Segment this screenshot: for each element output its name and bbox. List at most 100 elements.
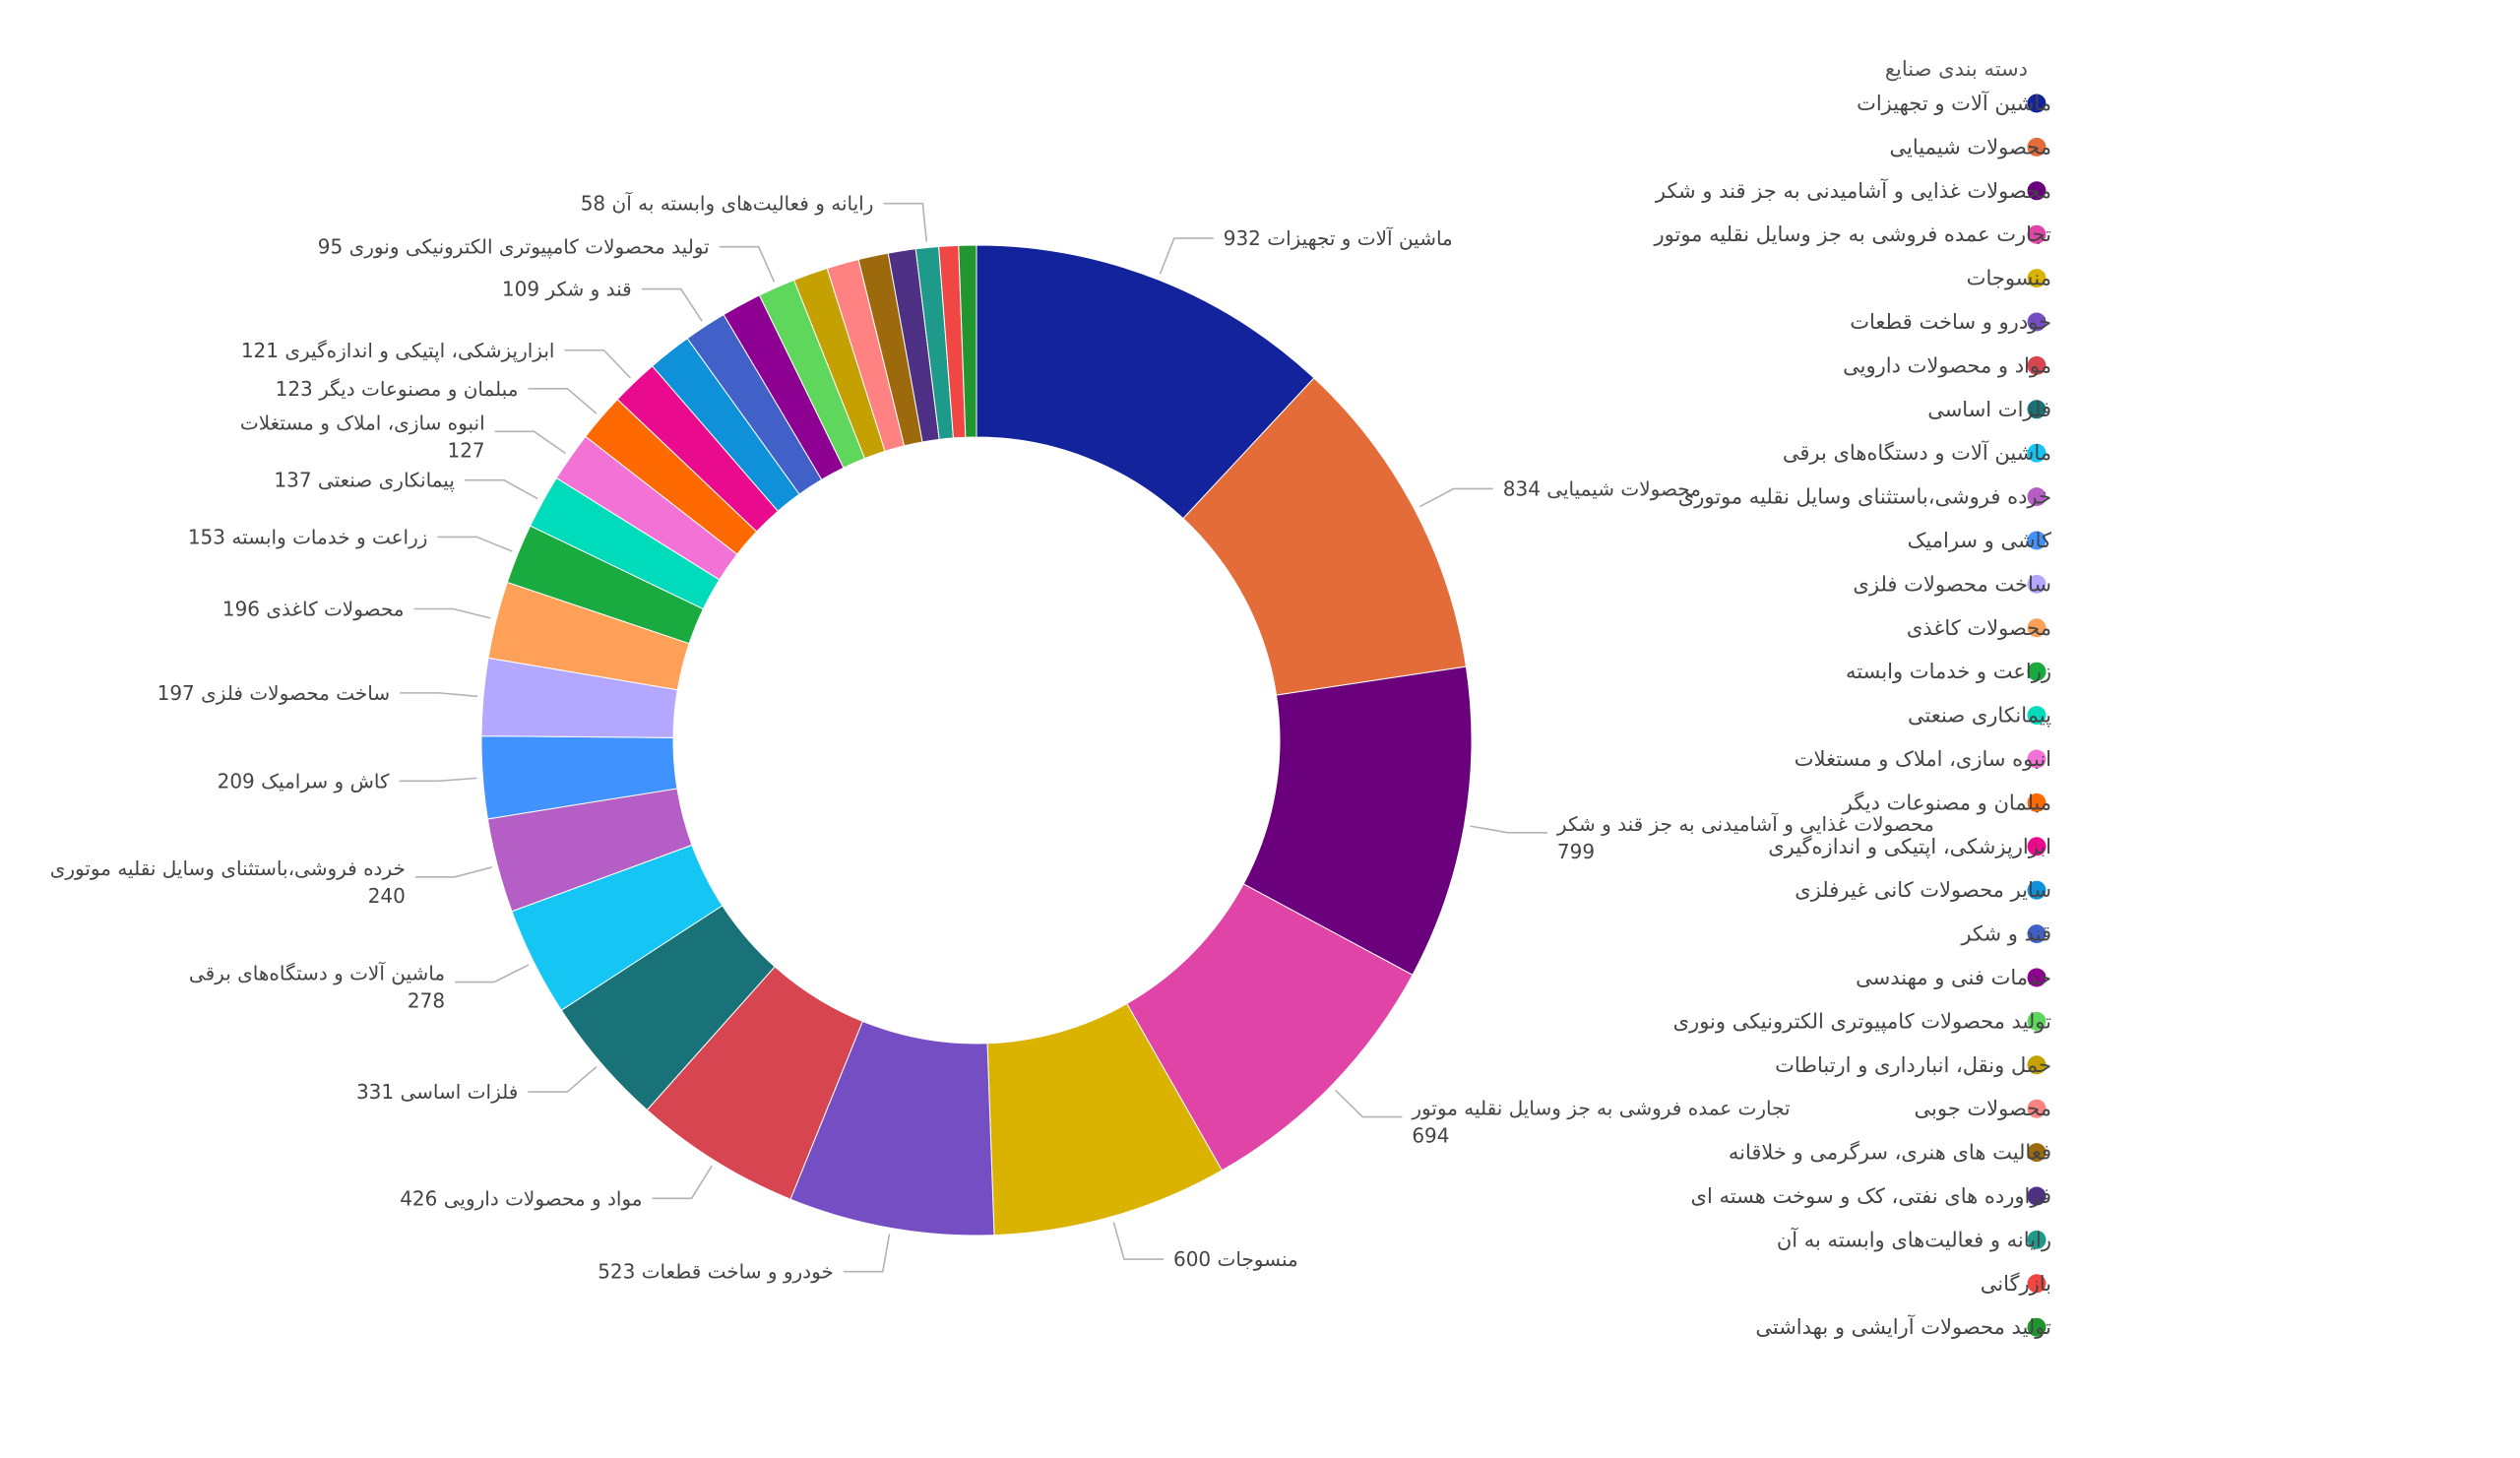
legend-swatch bbox=[2027, 1317, 2047, 1337]
legend-item-label[interactable]: مبلمان و مصنوعات دیگر bbox=[1842, 791, 2051, 814]
legend-swatch bbox=[2027, 574, 2047, 594]
slice-label: 123 مبلمان و مصنوعات دیگر bbox=[276, 377, 519, 401]
label-leader-line bbox=[652, 1165, 713, 1200]
legend-swatch bbox=[2027, 837, 2047, 856]
slice-label: ماشین آلات و دستگاه‌های برقی bbox=[189, 961, 445, 985]
label-leader-line bbox=[400, 692, 478, 698]
slice-label: 95 تولید محصولات کامپیوتری الکترونیکی ون… bbox=[318, 235, 710, 260]
legend-item-label[interactable]: ماشین آلات و تجهیزات bbox=[1857, 91, 2051, 115]
legend-swatch bbox=[2027, 968, 2047, 987]
legend: دسته بندی صنایع ماشین آلات و تجهیزات محصو… bbox=[1653, 57, 2051, 1339]
donut-slice[interactable] bbox=[958, 244, 977, 438]
legend-swatch bbox=[2027, 880, 2047, 900]
slice-label: خرده فروشی،باستثنای وسایل نقلیه موتوری bbox=[50, 856, 406, 880]
legend-swatch bbox=[2027, 1274, 2047, 1294]
legend-item-label[interactable]: حمل ونقل، انبارداری و ارتباطات bbox=[1775, 1053, 2051, 1077]
legend-swatch bbox=[2027, 1099, 2047, 1118]
legend-swatch bbox=[2027, 618, 2047, 638]
slice-label: 600 منسوجات bbox=[1173, 1247, 1298, 1271]
legend-item-label[interactable]: محصولات جوبی bbox=[1915, 1097, 2051, 1120]
legend-swatch bbox=[2027, 312, 2047, 332]
slice-label: محصولات غذایی و آشامیدنی به جز قند و شکر bbox=[1556, 811, 1934, 836]
label-leader-line bbox=[413, 607, 491, 619]
legend-swatch bbox=[2027, 355, 2047, 375]
slice-label: 834 محصولات شیمیایی bbox=[1503, 476, 1701, 500]
legend-item-label[interactable]: تجارت عمده فروشی به جز وسایل نقلیه موتور bbox=[1653, 222, 2051, 246]
legend-item-label[interactable]: فلزات اساسی bbox=[1927, 398, 2051, 421]
slice-label: 331 فلزات اساسی bbox=[356, 1080, 518, 1104]
legend-swatch bbox=[2027, 1011, 2047, 1031]
donut-slices bbox=[480, 244, 1473, 1236]
legend-swatch bbox=[2027, 1230, 2047, 1249]
slice-value-label: 278 bbox=[408, 989, 445, 1013]
slice-label: تجارت عمده فروشی به جز وسایل نقلیه موتور bbox=[1411, 1097, 1790, 1120]
slice-value-label: 694 bbox=[1412, 1124, 1449, 1148]
label-leader-line bbox=[883, 202, 928, 242]
slice-label: انبوه سازی، املاک و مستغلات bbox=[240, 411, 485, 434]
slice-value-label: 240 bbox=[368, 884, 406, 908]
label-leader-line bbox=[1470, 825, 1547, 834]
slice-label: 196 محصولات کاغذی bbox=[222, 598, 405, 621]
slice-label: 109 قند و شکر bbox=[502, 278, 632, 301]
label-leader-line bbox=[1334, 1089, 1403, 1118]
legend-item-label[interactable]: خدمات فنی و مهندسی bbox=[1856, 966, 2051, 989]
legend-swatch bbox=[2027, 94, 2047, 113]
legend-item-label[interactable]: رایانه و فعالیت‌های وابسته به آن bbox=[1777, 1227, 2051, 1251]
legend-item-label[interactable]: فعالیت های هنری، سرگرمی و خلاقانه bbox=[1729, 1141, 2051, 1165]
legend-item-label[interactable]: قند و شکر bbox=[1960, 922, 2051, 946]
slice-value-label: 127 bbox=[447, 438, 484, 462]
label-leader-line bbox=[399, 777, 477, 783]
slice-label: 209 کاش و سرامیک bbox=[218, 769, 390, 792]
legend-swatch bbox=[2027, 1055, 2047, 1075]
legend-item-label[interactable]: انبوه سازی، املاک و مستغلات bbox=[1795, 747, 2051, 771]
legend-item-label[interactable]: زراعت و خدمات وابسته bbox=[1846, 660, 2051, 683]
slice-label: 58 رایانه و فعالیت‌های وابسته به آن bbox=[581, 191, 874, 216]
label-leader-line bbox=[437, 536, 513, 552]
legend-item-label[interactable]: کاشی و سرامیک bbox=[1908, 529, 2051, 552]
legend-item-label[interactable]: منسوجات bbox=[1967, 267, 2051, 290]
slice-label: 137 پیمانکاری صنعتی bbox=[274, 469, 455, 493]
legend-item-label[interactable]: محصولات کاغذی bbox=[1907, 616, 2051, 640]
legend-swatch bbox=[2027, 662, 2047, 681]
slice-label: 523 خودرو و ساخت قطعات bbox=[598, 1260, 834, 1284]
legend-item-label[interactable]: محصولات شیمیایی bbox=[1890, 135, 2051, 158]
label-leader-line bbox=[1418, 487, 1493, 508]
legend-item-label[interactable]: ماشین آلات و دستگاه‌های برقی bbox=[1783, 440, 2051, 465]
legend-item-label[interactable]: مواد و محصولات دارویی bbox=[1843, 353, 2051, 377]
legend-item-label[interactable]: خودرو و ساخت قطعات bbox=[1850, 310, 2051, 334]
legend-swatch bbox=[2027, 137, 2047, 157]
label-leader-line bbox=[528, 1066, 598, 1093]
legend-swatch bbox=[2027, 487, 2047, 507]
label-leader-line bbox=[1159, 237, 1214, 275]
legend-swatch bbox=[2027, 443, 2047, 463]
legend-swatch bbox=[2027, 706, 2047, 726]
legend-swatch bbox=[2027, 792, 2047, 812]
legend-item-label[interactable]: خرده فروشی،باستثنای وسایل نقلیه موتوری bbox=[1678, 485, 2051, 509]
slice-label: 932 ماشین آلات و تجهیزات bbox=[1224, 225, 1453, 250]
slice-value-label: 799 bbox=[1557, 840, 1595, 863]
legend-swatch bbox=[2027, 224, 2047, 244]
legend-item-label[interactable]: سایر محصولات کانی غیرفلزی bbox=[1795, 878, 2051, 902]
label-leader-line bbox=[564, 349, 631, 379]
label-leader-line bbox=[641, 287, 703, 322]
legend-swatch bbox=[2027, 1143, 2047, 1163]
legend-item-label[interactable]: محصولات غذایی و آشامیدنی به جز قند و شکر bbox=[1655, 178, 2051, 203]
legend-item-label[interactable]: تولید محصولات آرایشی و بهداشتی bbox=[1755, 1314, 2051, 1339]
slice-label: 121 ابزارپزشکی، اپتیکی و اندازه‌گیری bbox=[241, 339, 555, 363]
legend-swatch bbox=[2027, 531, 2047, 550]
legend-swatch bbox=[2027, 924, 2047, 944]
legend-item-label[interactable]: فراورده های نفتی، کک و سوخت هسته ای bbox=[1691, 1184, 2051, 1208]
label-leader-line bbox=[494, 430, 567, 455]
slice-label: 153 زراعت و خدمات وابسته bbox=[188, 525, 428, 548]
donut-slice[interactable] bbox=[976, 244, 1315, 520]
label-leader-line bbox=[528, 387, 598, 414]
label-leader-line bbox=[719, 245, 776, 283]
label-leader-line bbox=[464, 478, 538, 500]
legend-item-label[interactable]: پیمانکاری صنعتی bbox=[1908, 704, 2051, 728]
legend-item-label[interactable]: ساخت محصولات فلزی bbox=[1853, 572, 2051, 596]
legend-item-label[interactable]: تولید محصولات کامپیوتری الکترونیکی ونوری bbox=[1673, 1009, 2052, 1033]
legend-swatch bbox=[2027, 181, 2047, 201]
legend-item-label[interactable]: بازرگانی bbox=[1981, 1272, 2051, 1296]
slice-label: 426 مواد و محصولات دارویی bbox=[400, 1186, 642, 1210]
legend-item-label[interactable]: ابزارپزشکی، اپتیکی و اندازه‌گیری bbox=[1768, 835, 2051, 858]
